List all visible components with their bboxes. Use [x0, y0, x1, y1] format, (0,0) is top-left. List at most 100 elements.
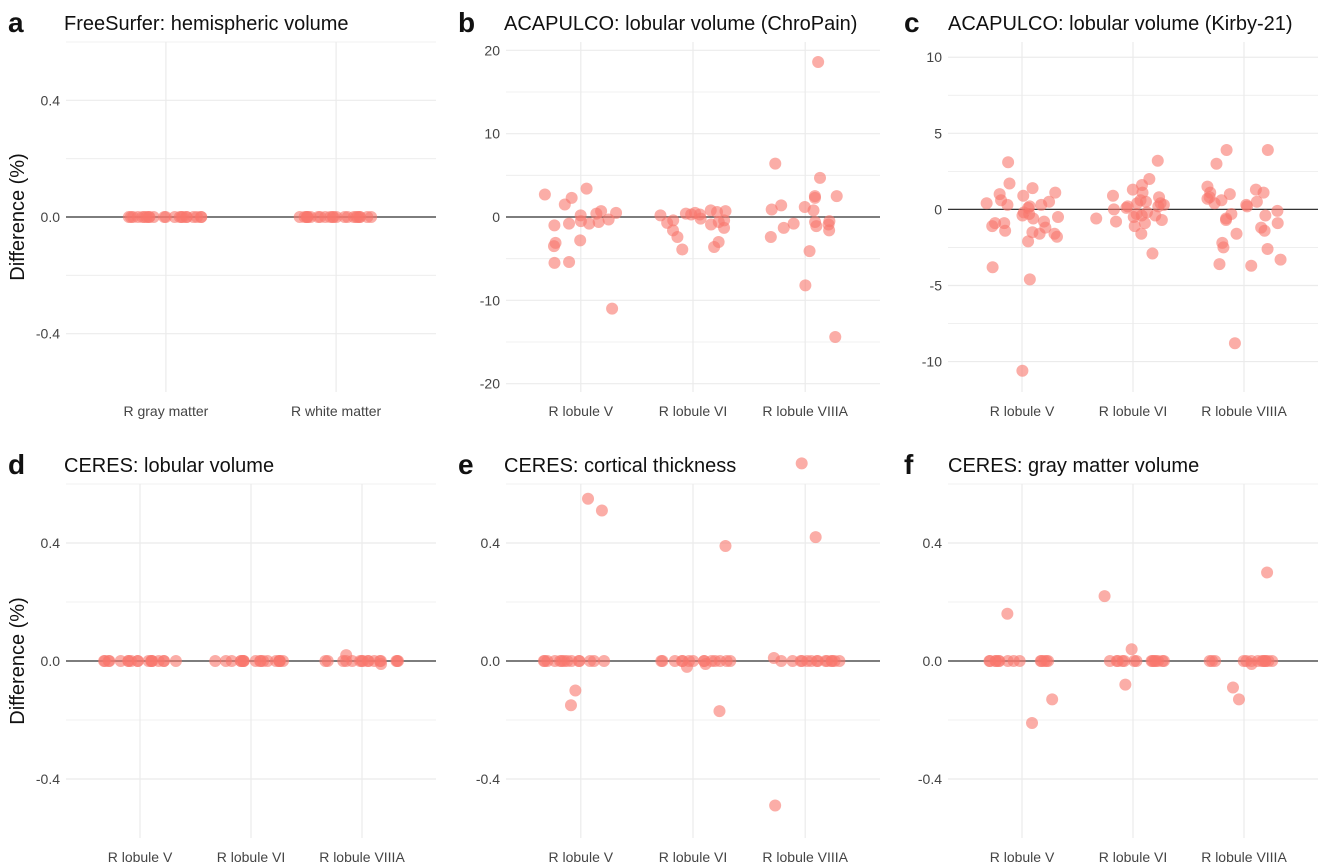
data-point [319, 655, 332, 667]
panel-b: 20 10 0 -10 -20 R lobule V R lobule VI R lobule… [458, 7, 880, 419]
data-point [1146, 247, 1159, 260]
data-point [1134, 194, 1147, 207]
y-tick-label: 0.4 [41, 535, 61, 551]
data-point [1107, 203, 1120, 216]
panel-title: FreeSurfer: hemispheric volume [64, 13, 349, 35]
data-point [273, 655, 286, 667]
data-point [829, 331, 842, 343]
x-tick-label: R lobule VIIIA [762, 403, 848, 419]
y-axis-label: Difference (%) [7, 153, 29, 280]
data-point [563, 256, 576, 268]
data-point [1271, 204, 1284, 217]
data-point [558, 198, 571, 211]
y-tick-label: -0.4 [918, 771, 942, 787]
data-point [102, 655, 115, 667]
x-tick-label: R lobule VIIIA [319, 849, 405, 864]
data-point [676, 655, 689, 667]
data-point [1003, 177, 1016, 190]
data-point [993, 655, 1006, 667]
data-point [209, 655, 222, 667]
data-point [1106, 189, 1119, 202]
data-point [1255, 221, 1268, 234]
data-point [365, 211, 378, 223]
data-point [169, 655, 182, 667]
data-point [574, 234, 587, 247]
data-point [777, 221, 790, 234]
x-tick-label: R gray matter [123, 403, 208, 419]
y-tick-label: 0.0 [41, 653, 61, 669]
data-point [1209, 655, 1222, 667]
data-point [1261, 566, 1274, 579]
data-point [814, 171, 827, 184]
data-point [799, 279, 812, 292]
data-point [572, 655, 585, 667]
data-point [538, 188, 551, 201]
data-point [1026, 716, 1039, 729]
panel-d: 0.4 0.0 -0.4 R lobule V R lobule VI R lobule … [7, 449, 436, 864]
data-point [142, 655, 155, 667]
data-point [1250, 195, 1263, 208]
data-point [555, 655, 568, 667]
data-point [775, 655, 788, 667]
data-point [338, 211, 351, 223]
data-point [584, 655, 597, 667]
data-point [574, 209, 587, 222]
data-point [1274, 253, 1287, 266]
data-point [1201, 180, 1214, 193]
y-tick-label: -0.4 [36, 771, 60, 787]
y-tick-label: 0.4 [923, 535, 943, 551]
panel-letter: d [8, 449, 25, 480]
data-point [1022, 201, 1035, 214]
data-point [676, 243, 689, 256]
x-tick-label: R lobule VI [659, 403, 727, 419]
data-point [1152, 200, 1165, 213]
data-point [1266, 655, 1279, 667]
data-point [1026, 226, 1039, 239]
data-point [986, 261, 999, 274]
panel-letter: c [904, 7, 920, 38]
data-point [1261, 144, 1274, 157]
data-point [140, 211, 153, 223]
data-point [719, 205, 732, 218]
data-point [606, 302, 619, 315]
panel-letter: b [458, 7, 475, 38]
data-point [823, 224, 836, 237]
data-point [671, 231, 684, 243]
y-axis-label: Difference (%) [7, 597, 29, 724]
data-point [720, 655, 733, 667]
data-point [257, 655, 270, 667]
data-point [1043, 195, 1056, 208]
data-point [158, 655, 171, 667]
data-point [810, 220, 823, 233]
data-point [993, 188, 1006, 201]
y-tick-label: 20 [484, 42, 500, 58]
data-point [1241, 200, 1254, 213]
y-tick-label: 0.0 [481, 653, 501, 669]
data-point [590, 207, 603, 220]
data-point [373, 655, 386, 667]
data-point [1022, 235, 1035, 248]
data-point [713, 705, 726, 718]
y-tick-label: 0.0 [41, 209, 61, 225]
data-point [1035, 655, 1048, 667]
data-point [1230, 227, 1243, 240]
data-point [1119, 678, 1132, 691]
data-point [1125, 643, 1138, 656]
data-point [812, 56, 825, 68]
data-point [1120, 201, 1133, 214]
data-point [340, 649, 353, 662]
y-tick-label: -0.4 [36, 326, 60, 342]
data-point [1001, 198, 1014, 211]
y-tick-label: -20 [480, 376, 500, 392]
y-tick-label: -10 [480, 292, 500, 308]
data-point [1017, 189, 1030, 202]
data-point [301, 211, 314, 223]
data-point [1046, 693, 1059, 706]
panel-letter: e [458, 449, 474, 480]
x-tick-label: R lobule VI [217, 849, 285, 864]
data-point [1090, 212, 1103, 225]
data-point [569, 684, 582, 697]
x-tick-label: R lobule VI [1099, 849, 1167, 864]
data-point [351, 211, 364, 223]
